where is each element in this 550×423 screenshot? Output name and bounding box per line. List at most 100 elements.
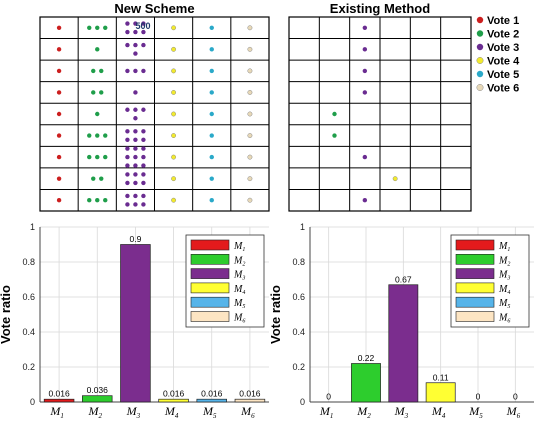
vote-2-dot (91, 90, 96, 95)
x-tick-label: M4 (164, 404, 179, 420)
vote-3-dot (141, 146, 146, 151)
bar-legend-label: M4 (233, 284, 245, 296)
vote-2-dot (103, 154, 108, 160)
vote-legend-label: Vote 5 (487, 69, 519, 81)
vote-3-dot (125, 129, 130, 134)
vote-2-dot (99, 68, 104, 74)
vote-4-dot (171, 111, 177, 117)
vote-3-dot (141, 202, 146, 207)
vote-3-dot (362, 154, 368, 160)
bar-value-label: 0.016 (201, 389, 223, 399)
bar-legend-label: M3 (498, 270, 510, 282)
vote-4-dot (392, 176, 398, 182)
vote-4-dot (171, 68, 177, 74)
bar-legend-swatch (455, 239, 495, 251)
bar-legend-label: M6 (233, 313, 245, 325)
y-tick-label: 0 (30, 397, 35, 407)
y-tick-label: 0.6 (22, 292, 35, 302)
vote-3-dot (141, 68, 146, 74)
x-tick-label: M3 (126, 404, 141, 420)
vote-6-dot (247, 25, 253, 31)
bar-m4 (425, 382, 456, 403)
vote-3-dot (133, 172, 138, 177)
bar-value-label: 0.016 (163, 389, 185, 399)
vote-3-dot (362, 90, 368, 95)
vote-3-dot (362, 198, 368, 203)
bar-legend-label: M1 (498, 241, 510, 253)
vote-2-dot (87, 25, 92, 30)
vote-6-dot (247, 89, 253, 95)
vote-2-dot (95, 133, 100, 138)
y-axis-label: Vote ratio (268, 285, 283, 344)
vote-legend-marker (476, 70, 484, 78)
vote-2-dot (87, 198, 92, 203)
bar-value-label: 0.016 (48, 389, 70, 399)
vote-3-dot (141, 172, 146, 177)
y-tick-label: 0.4 (292, 327, 305, 337)
bar-legend-label: M5 (233, 298, 245, 310)
vote-6-dot (247, 197, 253, 203)
vote-3-dot (133, 137, 138, 143)
vote-legend-label: Vote 1 (487, 15, 519, 27)
vote-5-dot (209, 176, 214, 181)
x-tick-label: M1 (319, 404, 334, 420)
x-tick-label: M2 (356, 404, 371, 420)
vote-3-dot (125, 137, 130, 143)
bar-m1 (43, 398, 75, 403)
vote-6-dot (247, 176, 253, 182)
bar-legend-swatch (190, 254, 230, 265)
bar-legend-label: M4 (498, 284, 510, 296)
y-tick-label: 0.6 (292, 292, 305, 302)
vote-3-dot (125, 29, 130, 35)
vote-3-dot (133, 202, 138, 207)
vote-3-dot (125, 172, 130, 177)
new-scheme-bar-chart: 0 0.2 0.4 0.6 0.8 1 Vote ratio 0.016 M1 0.036 M2 0.… (0, 222, 269, 420)
bar-legend-swatch (190, 268, 230, 279)
vote-2-dot (95, 47, 100, 52)
bar-legend-label: M2 (233, 255, 245, 267)
bar-m4 (158, 398, 189, 403)
bar-m6 (234, 398, 266, 403)
vote-3-dot (133, 154, 138, 160)
vote-legend-label: Vote 4 (487, 56, 520, 68)
bar-legend-swatch (455, 311, 495, 322)
bar-value-label: 0.036 (87, 385, 109, 395)
vote-2-dot (87, 133, 92, 138)
bar-value-label: 0.016 (239, 389, 261, 399)
vote-2-dot (87, 154, 92, 160)
bar-m3 (388, 284, 419, 403)
vote-1-dot (56, 25, 62, 30)
bar-value-label: 0.9 (130, 234, 142, 244)
vote-2-dot (103, 198, 108, 203)
vote-2-dot (91, 176, 96, 181)
vote-4-dot (171, 154, 177, 160)
vote-2-dot (95, 198, 100, 203)
bar-value-label: 0 (326, 392, 331, 402)
vote-3-dot (133, 51, 138, 56)
vote-5-dot (209, 68, 214, 74)
vote-3-dot (133, 21, 138, 26)
bar-legend-label: M1 (233, 241, 245, 253)
vote-3-dot (125, 163, 130, 168)
vote-3-dot (133, 163, 138, 168)
vote-4-dot (171, 176, 177, 182)
vote-5-dot (209, 90, 214, 95)
y-tick-label: 0.4 (22, 327, 35, 337)
y-tick-label: 0.2 (292, 362, 305, 372)
x-tick-label: M4 (431, 404, 446, 420)
vote-4-dot (171, 197, 177, 203)
vote-3-dot (141, 42, 146, 48)
vote-3-dot (133, 29, 138, 35)
bar-value-label: 0.11 (433, 372, 449, 382)
bar-m2 (82, 395, 113, 403)
y-tick-label: 0.8 (292, 257, 305, 267)
vote-3-dot (133, 107, 138, 112)
bar-legend-swatch (455, 268, 495, 279)
vote-3-dot (133, 129, 138, 134)
bar-legend-swatch (455, 254, 495, 265)
vote-1-dot (56, 111, 62, 117)
vote-legend-marker (476, 84, 484, 91)
vote-3-dot (125, 21, 130, 26)
bar-value-label: 0 (476, 392, 481, 402)
